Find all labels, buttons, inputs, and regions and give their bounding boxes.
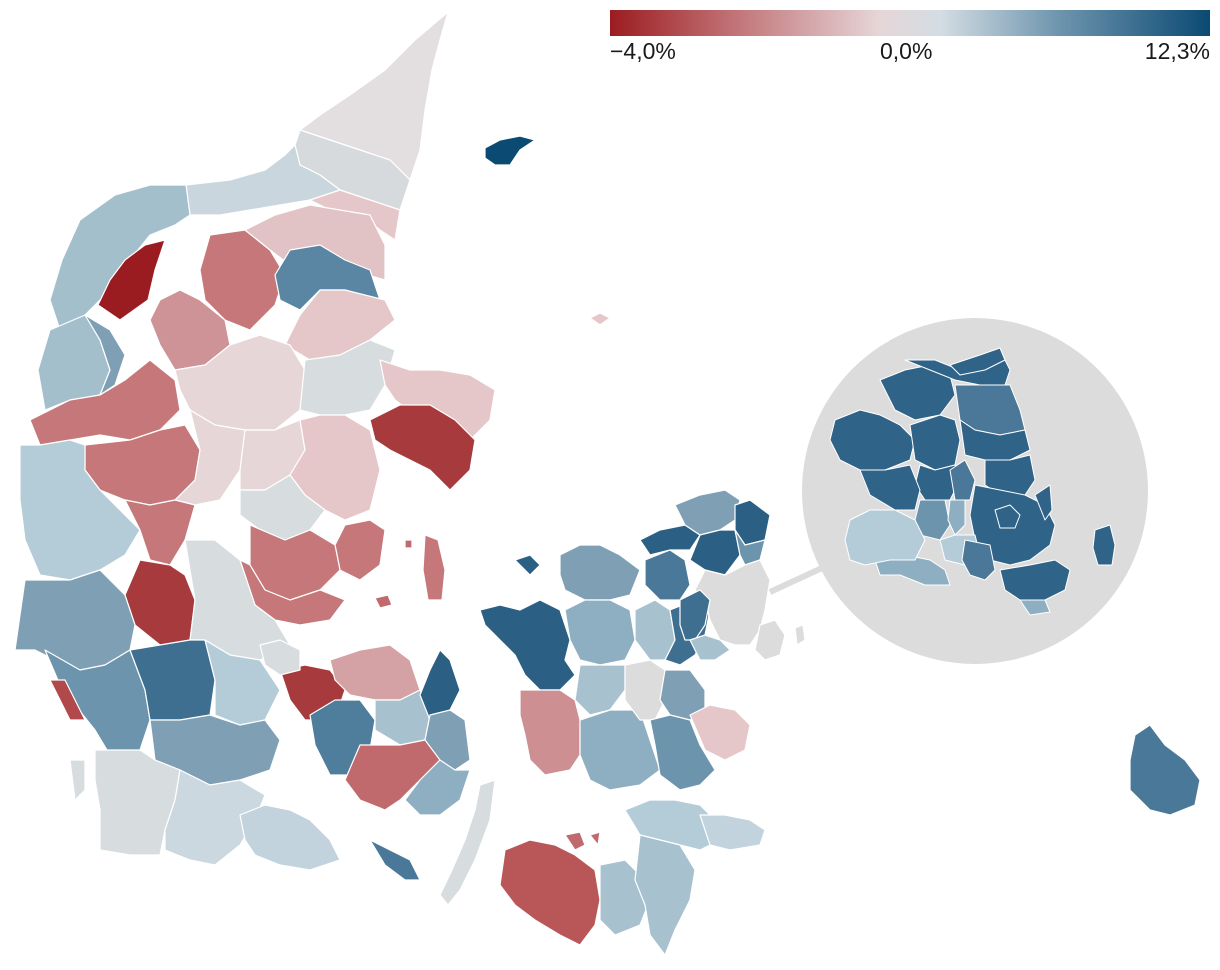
inset-region-gladsaxe[interactable] <box>959 419 1031 461</box>
region-small-island-3 <box>514 554 541 576</box>
region-varde[interactable] <box>14 569 136 671</box>
legend-max-label: 12,3% <box>1144 38 1210 64</box>
region-norddjurs[interactable] <box>379 359 496 441</box>
region-halsnæs[interactable] <box>639 524 701 556</box>
region-læsø[interactable] <box>484 135 536 166</box>
region-silkeborg[interactable] <box>174 409 246 506</box>
region-jammerbugt[interactable] <box>185 144 341 216</box>
region-randers[interactable] <box>299 339 396 416</box>
inset-region-hørsholm[interactable] <box>949 347 1006 376</box>
inset-region-gentofte[interactable] <box>984 454 1036 496</box>
inset-region-saltholm[interactable] <box>1092 524 1116 566</box>
inset-region-egedal[interactable] <box>829 409 916 471</box>
region-samsø[interactable] <box>422 534 446 601</box>
region-billund[interactable] <box>124 559 196 646</box>
region-anholt[interactable] <box>589 312 611 326</box>
region-egedal[interactable] <box>679 589 711 641</box>
region-aarhus[interactable] <box>289 414 381 521</box>
region-greve[interactable] <box>689 634 731 661</box>
region-vordingborg-south[interactable] <box>634 834 696 956</box>
region-stevns[interactable] <box>649 714 716 791</box>
region-fanø[interactable] <box>49 679 86 721</box>
region-møn[interactable] <box>699 814 766 851</box>
region-ærø[interactable] <box>369 839 421 881</box>
inset-region-amager-east[interactable] <box>1034 484 1053 521</box>
region-faxe[interactable] <box>689 704 751 761</box>
region-vejen[interactable] <box>129 639 216 721</box>
region-næstved[interactable] <box>579 709 661 791</box>
legend-min-label: −4,0% <box>610 38 676 64</box>
region-svendborg[interactable] <box>404 759 471 816</box>
legend-mid-label: 0,0% <box>880 38 933 64</box>
inset-connector-line <box>768 565 824 595</box>
region-rømø[interactable] <box>69 759 86 801</box>
inset-region-furesø[interactable] <box>879 364 956 421</box>
region-morsø[interactable] <box>97 239 166 321</box>
municipality-regions <box>14 11 1201 956</box>
inset-region-rødovre[interactable] <box>949 459 976 501</box>
copenhagen-inset <box>802 318 1148 664</box>
legend-gradient-bar <box>610 10 1210 36</box>
region-saltholm[interactable] <box>794 624 806 646</box>
region-lolland[interactable] <box>499 839 601 946</box>
region-holbæk[interactable] <box>559 544 641 601</box>
region-sønderborg[interactable] <box>239 804 341 871</box>
inset-region-vallensbæk[interactable] <box>844 509 926 566</box>
region-small-island-2 <box>374 594 393 609</box>
inset-region-glostrup[interactable] <box>947 499 966 536</box>
region-faaborg[interactable] <box>344 739 441 811</box>
region-slagelse[interactable] <box>519 689 581 776</box>
region-hillerød[interactable] <box>689 529 741 576</box>
region-langeland[interactable] <box>439 779 496 906</box>
region-amager[interactable] <box>754 619 786 661</box>
inset-region-høje-taastrup[interactable] <box>859 464 921 511</box>
region-aabenraa[interactable] <box>164 769 266 866</box>
region-kalundborg[interactable] <box>564 599 636 666</box>
region-brønderslev[interactable] <box>309 189 401 241</box>
region-small-island-5 <box>589 831 601 846</box>
region-ringsted[interactable] <box>624 659 666 721</box>
region-tønder[interactable] <box>94 749 181 856</box>
region-small-island-4 <box>564 831 586 851</box>
region-odsherred[interactable] <box>479 599 576 691</box>
region-skanderborg[interactable] <box>239 474 326 541</box>
inset-region-ballerup[interactable] <box>909 414 961 471</box>
region-syddjurs[interactable] <box>369 404 476 491</box>
inset-region-dragør[interactable] <box>1019 599 1051 616</box>
region-small-island-1 <box>404 539 413 549</box>
region-middelfart[interactable] <box>259 639 301 676</box>
inset-region-tårnby[interactable] <box>999 559 1071 601</box>
region-sorø[interactable] <box>574 664 626 716</box>
region-bornholm[interactable] <box>1129 724 1201 816</box>
inset-region-hvidovre[interactable] <box>961 539 996 581</box>
color-legend: −4,0% 0,0% 12,3% <box>610 10 1210 70</box>
region-odder[interactable] <box>334 519 386 581</box>
inset-region-frederiksberg[interactable] <box>994 504 1021 529</box>
region-kerteminde[interactable] <box>419 649 461 721</box>
region-frederikssund[interactable] <box>644 549 691 601</box>
